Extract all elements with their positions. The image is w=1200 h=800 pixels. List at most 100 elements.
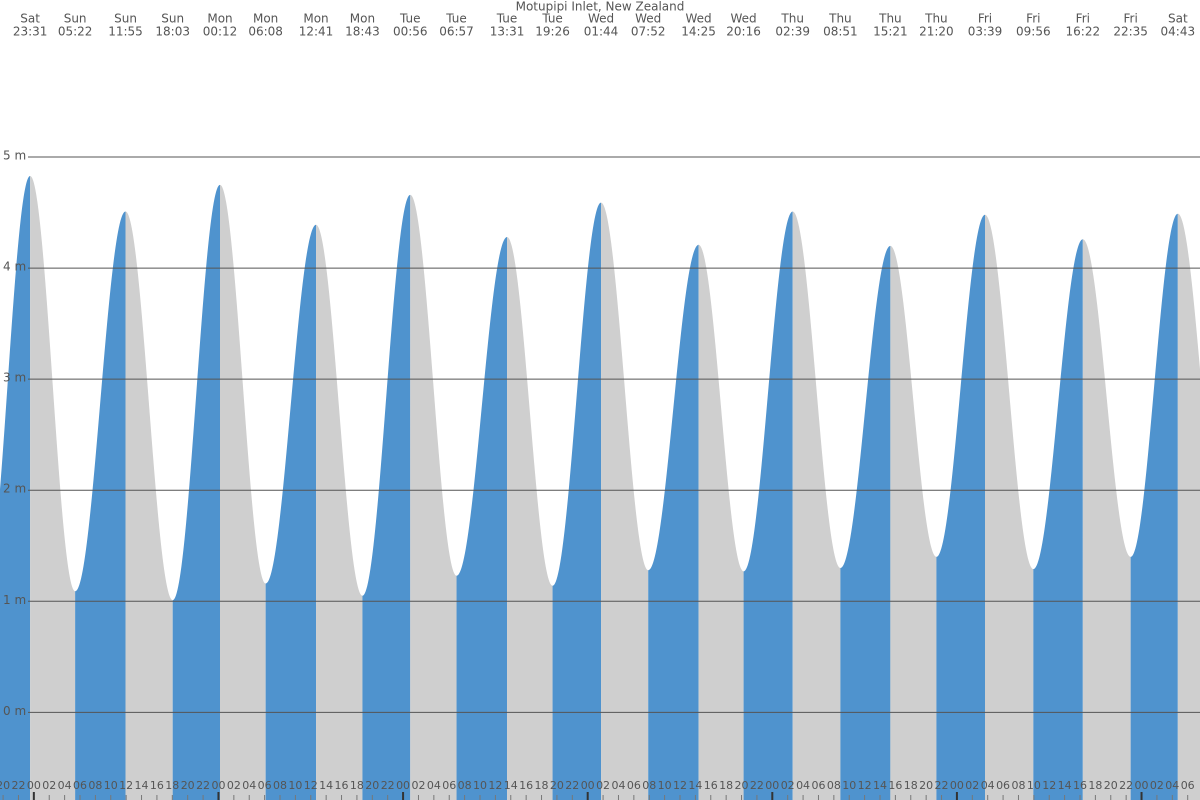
y-tick-label: 2 m: [3, 482, 26, 496]
x-tick-label: 22: [381, 779, 395, 792]
x-tick-label: 00: [950, 779, 964, 792]
falling-tide: [507, 237, 553, 800]
x-tick-label: 10: [288, 779, 302, 792]
x-tick-label: 20: [0, 779, 10, 792]
event-time: 20:16: [726, 25, 761, 39]
event-day: Thu: [878, 12, 902, 26]
x-tick-label: 00: [396, 779, 410, 792]
rising-tide: [743, 211, 793, 800]
x-tick-label: 10: [473, 779, 487, 792]
event-day: Sun: [161, 12, 184, 26]
event-day: Wed: [686, 12, 712, 26]
x-tick-label: 06: [811, 779, 825, 792]
x-tick-label: 02: [227, 779, 241, 792]
event-time: 15:21: [873, 25, 908, 39]
event-time: 00:12: [203, 25, 238, 39]
rising-tide: [840, 245, 891, 800]
x-tick-label: 16: [1073, 779, 1087, 792]
x-tick-label: 06: [627, 779, 641, 792]
x-tick-label: 12: [1042, 779, 1056, 792]
event-day: Fri: [1026, 12, 1040, 26]
x-tick-label: 10: [658, 779, 672, 792]
x-tick-label: 20: [735, 779, 749, 792]
x-tick-label: 08: [827, 779, 841, 792]
x-tick-label: 14: [1058, 779, 1072, 792]
event-time: 06:08: [248, 25, 283, 39]
falling-tide: [985, 214, 1034, 800]
y-tick-label: 5 m: [3, 149, 26, 163]
event-day: Wed: [731, 12, 757, 26]
x-tick-label: 20: [181, 779, 195, 792]
event-day: Fri: [1123, 12, 1137, 26]
event-time: 06:57: [439, 25, 474, 39]
rising-tide: [362, 194, 411, 800]
event-time: 21:20: [919, 25, 954, 39]
x-tick-label: 04: [981, 779, 995, 792]
event-time: 02:39: [775, 25, 810, 39]
event-time: 04:43: [1161, 25, 1196, 39]
rising-tide: [648, 244, 699, 800]
y-tick-label: 1 m: [3, 593, 26, 607]
x-tick-label: 02: [411, 779, 425, 792]
x-tick-label: 02: [42, 779, 56, 792]
rising-tide: [456, 237, 508, 800]
x-tick-label: 18: [350, 779, 364, 792]
x-tick-label: 00: [765, 779, 779, 792]
falling-tide: [316, 224, 363, 800]
x-tick-label: 02: [1150, 779, 1164, 792]
x-tick-label: 18: [535, 779, 549, 792]
x-tick-label: 04: [611, 779, 625, 792]
x-tick-label: 16: [519, 779, 533, 792]
x-tick-label: 16: [335, 779, 349, 792]
rising-tide: [1033, 239, 1083, 800]
x-tick-label: 04: [242, 779, 256, 792]
x-tick-label: 06: [73, 779, 87, 792]
event-time: 05:22: [58, 25, 93, 39]
falling-tide: [601, 202, 649, 800]
event-day: Thu: [780, 12, 804, 26]
x-tick-label: 18: [1088, 779, 1102, 792]
x-tick-label: 06: [996, 779, 1010, 792]
event-day: Tue: [541, 12, 563, 26]
x-tick-label: 18: [165, 779, 179, 792]
x-tick-label: 06: [442, 779, 456, 792]
x-tick-label: 08: [273, 779, 287, 792]
x-tick-label: 00: [27, 779, 41, 792]
tide-areas: [0, 175, 1200, 800]
rising-tide: [0, 175, 31, 800]
x-tick-label: 08: [642, 779, 656, 792]
event-time: 11:55: [108, 25, 143, 39]
rising-tide: [172, 184, 220, 800]
rising-tide: [265, 224, 317, 800]
event-time: 12:41: [299, 25, 334, 39]
falling-tide: [30, 175, 76, 800]
x-tick-label: 12: [858, 779, 872, 792]
x-tick-label: 22: [750, 779, 764, 792]
x-tick-label: 10: [842, 779, 856, 792]
x-tick-label: 14: [319, 779, 333, 792]
event-day: Mon: [253, 12, 278, 26]
x-tick-label: 04: [796, 779, 810, 792]
falling-tide: [410, 194, 457, 800]
event-time: 07:52: [631, 25, 666, 39]
x-tick-label: 02: [596, 779, 610, 792]
x-tick-label: 20: [550, 779, 564, 792]
x-tick-label: 04: [427, 779, 441, 792]
x-tick-label: 12: [304, 779, 318, 792]
event-time: 14:25: [681, 25, 716, 39]
event-time: 03:39: [968, 25, 1003, 39]
x-tick-label: 08: [1011, 779, 1025, 792]
x-tick-label: 10: [104, 779, 118, 792]
x-tick-label: 20: [365, 779, 379, 792]
event-time: 09:56: [1016, 25, 1051, 39]
x-tick-label: 10: [1027, 779, 1041, 792]
y-tick-label: 3 m: [3, 371, 26, 385]
x-tick-label: 02: [965, 779, 979, 792]
rising-tide: [552, 202, 602, 800]
event-time: 08:51: [823, 25, 858, 39]
event-day: Wed: [635, 12, 661, 26]
y-tick-label: 0 m: [3, 704, 26, 718]
x-tick-label: 16: [888, 779, 902, 792]
chart-title: Motupipi Inlet, New Zealand: [516, 0, 685, 14]
event-day: Mon: [350, 12, 375, 26]
